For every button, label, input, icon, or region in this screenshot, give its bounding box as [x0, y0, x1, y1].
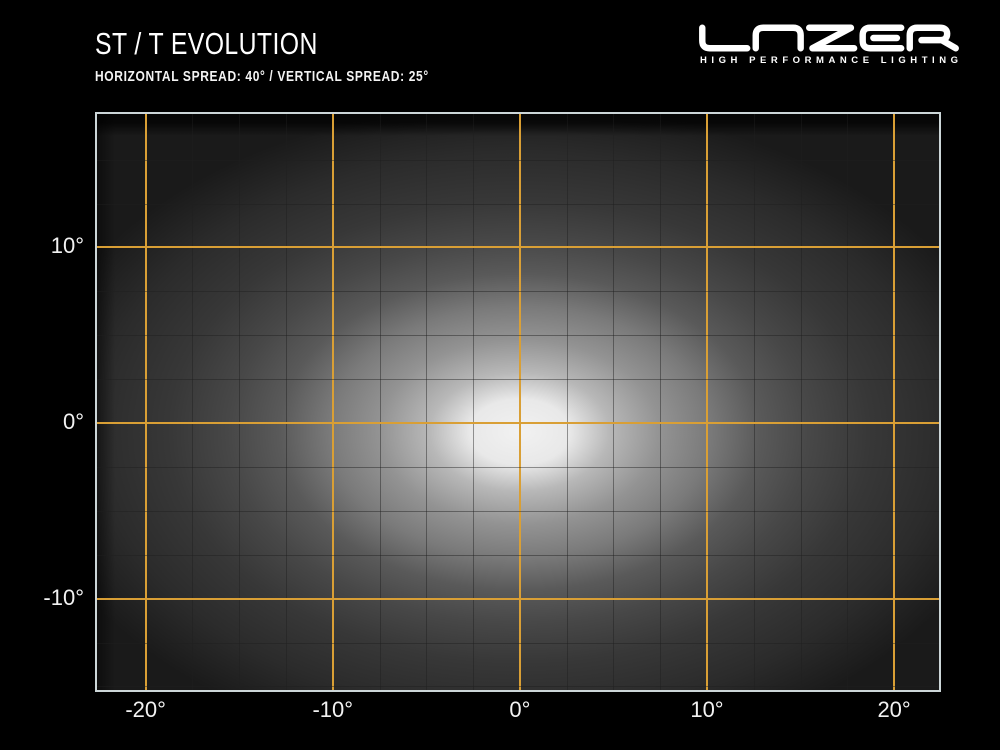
x-minor-gridline	[753, 114, 755, 690]
brand-logo: LAZER HIGH PERFORMANCE LIGHTING	[698, 24, 960, 66]
page-title: ST / T EVOLUTION	[95, 26, 318, 61]
x-minor-gridline	[192, 114, 194, 690]
y-major-gridline	[97, 246, 939, 249]
x-minor-gridline	[426, 114, 428, 690]
y-minor-gridline	[97, 291, 939, 293]
y-minor-gridline	[97, 686, 939, 688]
x-minor-gridline	[800, 114, 802, 690]
x-axis-tick-label: -20°	[125, 697, 166, 722]
y-axis-tick-label: 0°	[62, 409, 84, 435]
x-minor-gridline	[285, 114, 287, 690]
x-major-gridline	[893, 114, 896, 690]
title-block: ST / T EVOLUTION HORIZONTAL SPREAD: 40° …	[95, 28, 512, 84]
y-minor-gridline	[97, 510, 939, 512]
y-minor-gridline	[97, 379, 939, 381]
y-axis: 10° 0° -10°	[28, 114, 86, 690]
x-major-gridline	[331, 114, 334, 690]
x-minor-gridline	[660, 114, 662, 690]
x-axis: -20° -10° 0° 10° 20°	[97, 697, 939, 729]
x-minor-gridline	[566, 114, 568, 690]
y-axis-tick-label: -10°	[43, 584, 84, 610]
x-minor-gridline	[379, 114, 381, 690]
y-minor-gridline	[97, 159, 939, 161]
x-major-gridline	[518, 114, 521, 690]
y-minor-gridline	[97, 554, 939, 556]
x-minor-gridline	[847, 114, 849, 690]
y-minor-gridline	[97, 203, 939, 205]
y-minor-gridline	[97, 335, 939, 337]
brand-tagline: HIGH PERFORMANCE LIGHTING	[700, 55, 963, 66]
x-axis-tick-label: -10°	[312, 697, 354, 722]
x-major-gridline	[705, 114, 708, 690]
y-minor-gridline	[97, 642, 939, 644]
x-minor-gridline	[239, 114, 241, 690]
x-major-gridline	[144, 114, 147, 690]
page-subtitle: HORIZONTAL SPREAD: 40° / VERTICAL SPREAD…	[95, 68, 429, 85]
x-minor-gridline	[613, 114, 615, 690]
x-axis-tick-label: 0°	[509, 697, 531, 722]
x-axis-tick-label: 20°	[877, 697, 911, 722]
y-major-gridline	[97, 422, 939, 425]
lazer-wordmark-icon: LAZER	[699, 24, 959, 52]
beam-grid	[97, 114, 939, 690]
x-minor-gridline	[473, 114, 475, 690]
beam-chart	[95, 112, 941, 692]
y-minor-gridline	[97, 466, 939, 468]
y-axis-tick-label: 10°	[50, 233, 84, 259]
y-major-gridline	[97, 597, 939, 600]
x-axis-tick-label: 10°	[690, 697, 724, 722]
